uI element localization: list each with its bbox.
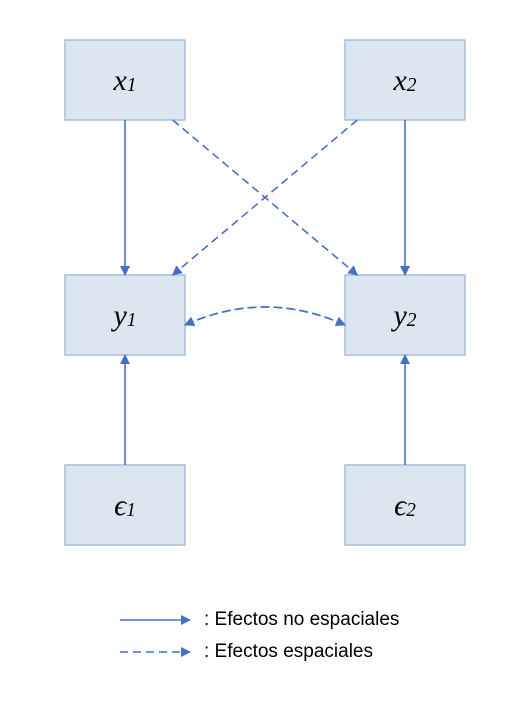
node-y2: y2 <box>345 275 465 355</box>
edge-y2-y1 <box>185 307 345 325</box>
node-x1: x1 <box>65 40 185 120</box>
node-e1: ϵ1 <box>65 465 185 545</box>
node-x2: x2 <box>345 40 465 120</box>
legend-label-dashed: : Efectos espaciales <box>204 641 373 662</box>
node-y1: y1 <box>65 275 185 355</box>
legend-label-solid: : Efectos no espaciales <box>204 609 399 630</box>
node-e2: ϵ2 <box>345 465 465 545</box>
edge-y1-y2 <box>185 307 345 325</box>
